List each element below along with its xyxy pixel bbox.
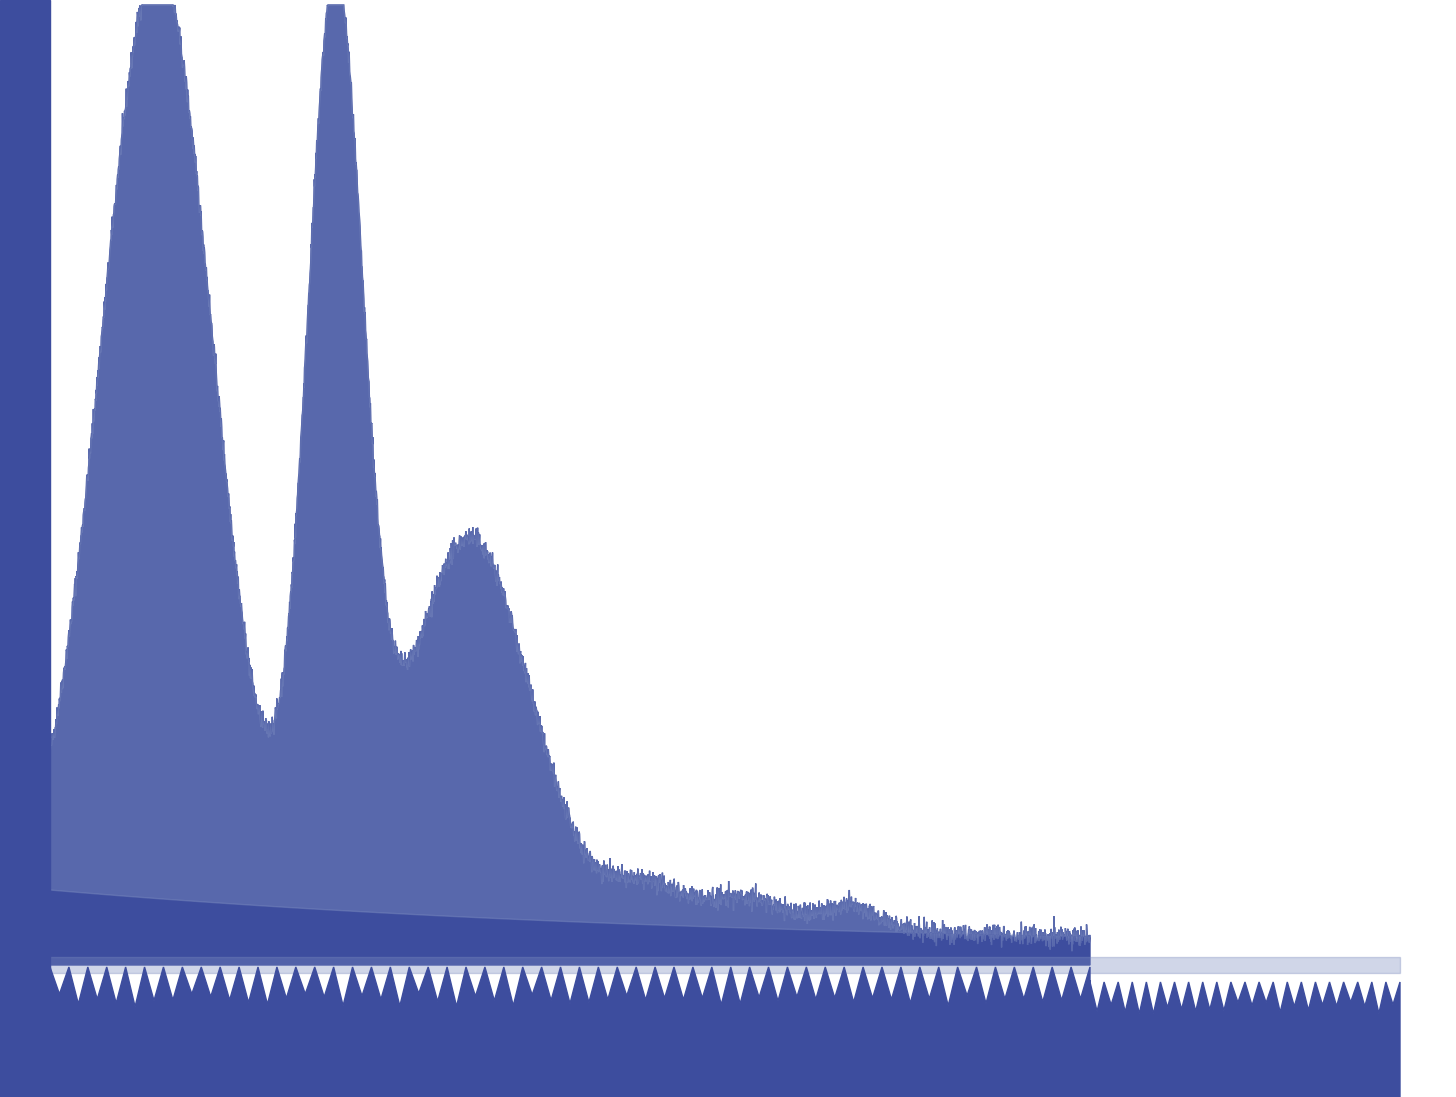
Polygon shape (50, 957, 1401, 973)
Polygon shape (50, 965, 1091, 1097)
Polygon shape (1091, 980, 1401, 1097)
Polygon shape (0, 0, 50, 1097)
Polygon shape (50, 5, 1091, 951)
Polygon shape (50, 5, 1091, 965)
